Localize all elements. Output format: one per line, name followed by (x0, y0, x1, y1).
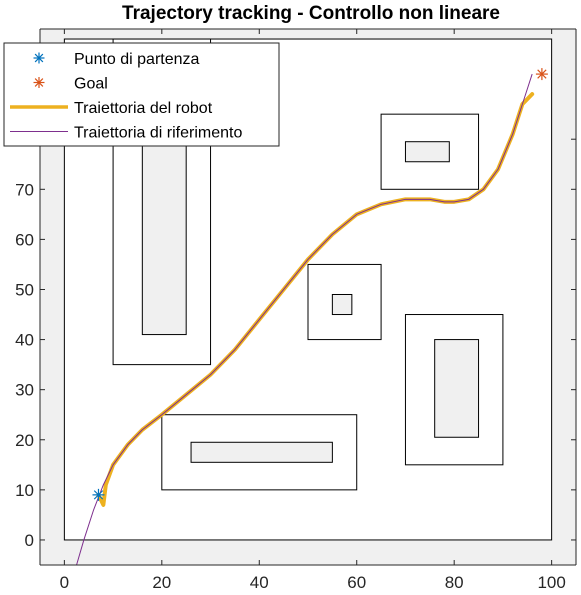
x-axis: 0 20 40 60 80 100 (40, 28, 576, 592)
y-tick-label: 60 (15, 230, 34, 249)
reference-trajectory-line (76, 73, 533, 566)
x-tick-label: 40 (250, 573, 269, 592)
y-tick-label: 40 (15, 331, 34, 350)
x-tick-label: 20 (152, 573, 171, 592)
x-tick-label: 60 (347, 573, 366, 592)
legend-entry: Goal (33, 76, 108, 93)
y-tick-label: 20 (15, 431, 34, 450)
obstacle-inner-0 (141, 138, 187, 336)
y-tick-label: 0 (25, 531, 34, 550)
y-tick-label: 50 (15, 280, 34, 299)
y-tick-label: 10 (15, 481, 34, 500)
legend-marker (33, 52, 45, 64)
obstacle-outer-3 (404, 314, 504, 466)
obstacle-inner-1 (404, 141, 450, 163)
start-point-marker (92, 488, 105, 501)
obstacle-inner-2 (331, 293, 353, 316)
x-tick-label: 100 (537, 573, 565, 592)
chart-title: Trajectory tracking - Controllo non line… (122, 3, 500, 24)
x-tick-label: 80 (445, 573, 464, 592)
legend-label: Traiettoria del robot (74, 100, 213, 117)
legend-label: Punto di partenza (74, 51, 200, 68)
x-tick-label: 0 (60, 573, 69, 592)
goal-point-marker (535, 68, 548, 81)
legend-box (3, 42, 280, 147)
obstacle-outer-4 (161, 414, 358, 491)
y-tick-label: 70 (15, 180, 34, 199)
legend-entry: Traiettoria del robot (10, 100, 213, 117)
legend-entry: Punto di partenza (33, 51, 200, 68)
y-tick-label: 30 (15, 381, 34, 400)
legend: Punto di partenza Goal Traiettoria del rob… (3, 42, 280, 147)
legend-marker (33, 77, 45, 88)
obstacle-inner-3 (434, 339, 480, 438)
legend-entry: Traiettoria di riferimento (10, 125, 242, 142)
legend-label: Traiettoria di riferimento (74, 125, 242, 142)
legend-label: Goal (74, 76, 108, 93)
obstacle-outer-0 (112, 38, 212, 366)
obstacle-outer-2 (307, 263, 382, 341)
obstacle-outer-1 (380, 113, 480, 190)
obstacle-inner-4 (190, 441, 333, 463)
